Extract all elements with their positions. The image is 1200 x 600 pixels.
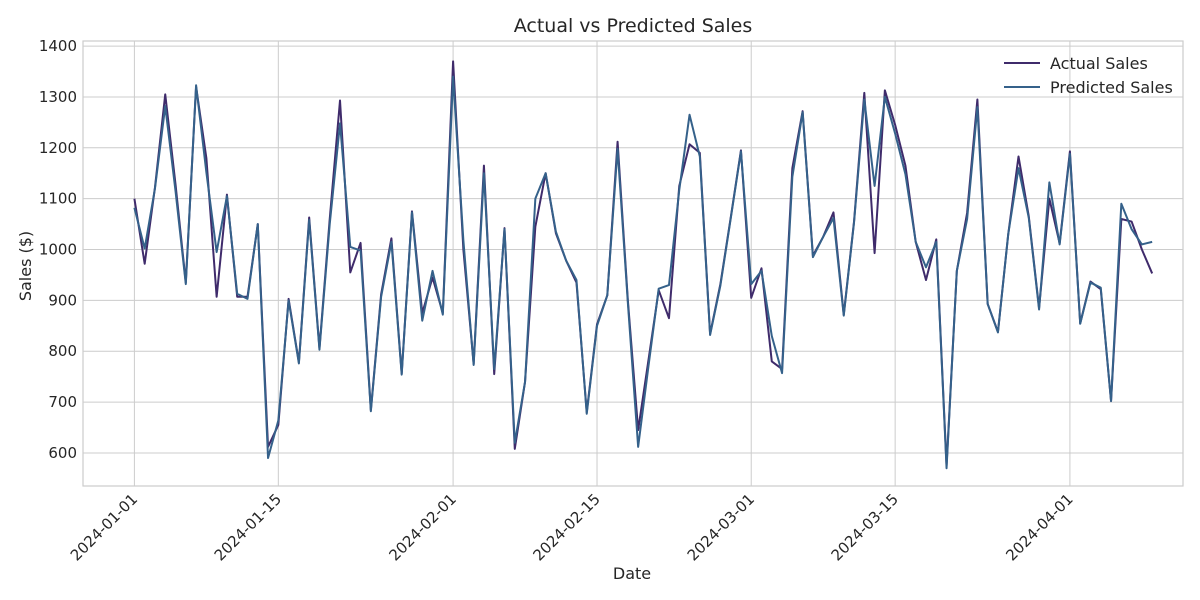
legend: Actual Sales Predicted Sales	[1004, 54, 1173, 97]
x-tick-label: 2024-01-15	[211, 490, 285, 564]
legend-label: Actual Sales	[1050, 54, 1148, 73]
y-tick-label: 800	[48, 342, 77, 360]
x-tick-label: 2024-02-01	[386, 490, 460, 564]
y-tick-label: 600	[48, 444, 77, 462]
y-axis-title: Sales ($)	[16, 231, 35, 301]
y-tick-label: 700	[48, 393, 77, 411]
x-tick-label: 2024-03-01	[684, 490, 758, 564]
y-tick-label: 1400	[39, 37, 77, 55]
x-tick-label: 2024-03-15	[828, 490, 902, 564]
y-tick-label: 1300	[39, 88, 77, 106]
x-tick-label: 2024-04-01	[1002, 490, 1076, 564]
series-line	[133, 75, 1153, 470]
legend-label: Predicted Sales	[1050, 78, 1173, 97]
plot-frame	[82, 40, 1184, 487]
x-tick-label: 2024-02-15	[529, 490, 603, 564]
y-tick-label: 1000	[39, 241, 77, 259]
x-tick-label: 2024-01-01	[67, 490, 141, 564]
y-tick-label: 1200	[39, 139, 77, 157]
x-axis-title: Date	[613, 564, 651, 583]
y-tick-label: 1100	[39, 190, 77, 208]
y-tick-label: 900	[48, 291, 77, 309]
series-lines	[133, 60, 1154, 470]
chart-title: Actual vs Predicted Sales	[514, 15, 753, 37]
grid	[83, 41, 1183, 486]
